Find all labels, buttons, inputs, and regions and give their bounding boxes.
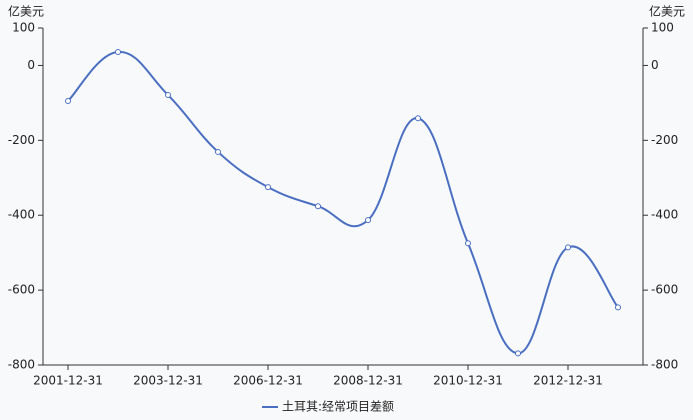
y-tick-label: -800: [8, 358, 35, 372]
x-tick-label: 2001-12-31: [33, 374, 103, 388]
y-tick-label: -200: [8, 133, 35, 147]
point: [115, 48, 121, 55]
y-tick-label: 0: [27, 58, 35, 72]
point: [615, 304, 621, 311]
point: [415, 115, 421, 122]
point: [465, 240, 471, 247]
y2-tick-label: -600: [651, 283, 678, 297]
point: [565, 244, 571, 251]
y2-axis-label: 亿美元: [649, 4, 685, 19]
point: [215, 148, 221, 155]
legend-label: 土耳其:经常项目差额: [282, 400, 394, 414]
point: [315, 203, 321, 210]
x-tick-label: 2006-12-31: [233, 374, 303, 388]
point: [515, 350, 521, 357]
y2-tick-label: 100: [651, 21, 674, 35]
y2-tick-label: -400: [651, 208, 678, 222]
y2-tick-label: -800: [651, 358, 678, 372]
point: [165, 92, 171, 99]
y-tick-label: 100: [12, 21, 35, 35]
y2-tick-label: 0: [651, 58, 659, 72]
y-axis-label: 亿美元: [8, 4, 44, 19]
x-tick-label: 2008-12-31: [333, 374, 403, 388]
point: [365, 217, 371, 224]
y-tick-label: -400: [8, 208, 35, 222]
point: [265, 184, 271, 191]
x-tick-label: 2003-12-31: [133, 374, 203, 388]
y-tick-label: -600: [8, 283, 35, 297]
x-tick-label: 2010-12-31: [433, 374, 503, 388]
x-tick-label: 2012-12-31: [533, 374, 603, 388]
y2-tick-label: -200: [651, 133, 678, 147]
point: [65, 98, 71, 105]
